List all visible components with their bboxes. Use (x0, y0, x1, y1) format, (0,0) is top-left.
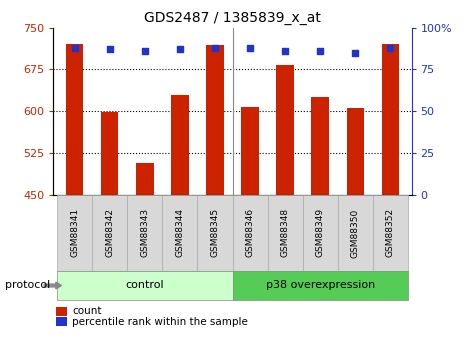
Text: count: count (72, 306, 101, 316)
Text: GSM88344: GSM88344 (175, 208, 184, 257)
Text: GSM88350: GSM88350 (351, 208, 360, 257)
Text: percentile rank within the sample: percentile rank within the sample (72, 317, 248, 327)
Text: GSM88345: GSM88345 (211, 208, 219, 257)
Point (141, 48, 148, 54)
Bar (382, 44, 399, 195)
Text: GSM88349: GSM88349 (316, 208, 325, 257)
Text: GSM88343: GSM88343 (140, 208, 149, 257)
Bar (206, 46, 224, 195)
Bar (346, 108, 364, 195)
Bar (276, 65, 294, 195)
Point (106, 47, 113, 52)
Text: GSM88341: GSM88341 (70, 208, 79, 257)
Point (246, 45, 254, 50)
Bar (312, 97, 329, 195)
Text: p38 overexpression: p38 overexpression (266, 280, 375, 290)
Text: GSM88348: GSM88348 (281, 208, 290, 257)
Point (387, 45, 394, 50)
Point (352, 50, 359, 56)
Bar (101, 112, 119, 195)
Point (281, 48, 289, 54)
Text: control: control (126, 280, 164, 290)
Point (71, 45, 78, 50)
Bar (136, 162, 153, 195)
Text: GSM88346: GSM88346 (246, 208, 254, 257)
Point (211, 45, 219, 50)
Text: GSM88342: GSM88342 (105, 208, 114, 257)
Text: GSM88352: GSM88352 (386, 208, 395, 257)
Bar (171, 95, 189, 195)
Bar (241, 107, 259, 195)
Bar (66, 44, 83, 195)
Point (176, 47, 184, 52)
Text: protocol: protocol (5, 280, 50, 290)
Title: GDS2487 / 1385839_x_at: GDS2487 / 1385839_x_at (144, 11, 321, 25)
Point (317, 48, 324, 54)
